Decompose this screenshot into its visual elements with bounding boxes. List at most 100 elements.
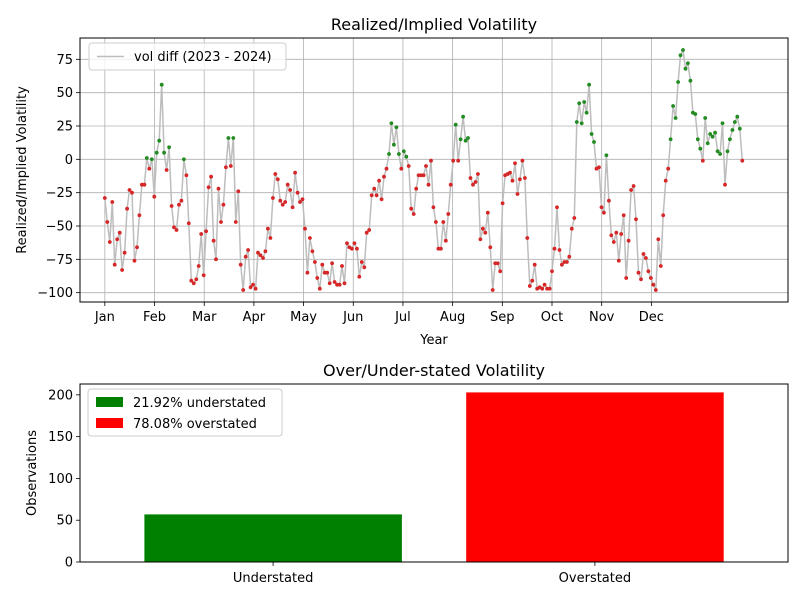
vol-diff-point (668, 137, 673, 142)
vol-diff-point (513, 161, 517, 166)
vol-diff-point (261, 256, 265, 260)
vol-diff-point (604, 153, 609, 158)
vol-diff-point (364, 230, 369, 235)
vol-diff-point (206, 185, 211, 190)
vol-diff-point (112, 262, 117, 267)
vol-diff-point (313, 260, 317, 264)
vol-diff-point (663, 178, 668, 183)
line-chart-x-tick-label: Sep (490, 310, 515, 325)
vol-diff-point (567, 254, 572, 259)
vol-diff-point (263, 249, 268, 254)
line-chart-axes-frame (79, 37, 789, 303)
bar-chart-x-tick-label: Understated (233, 571, 314, 586)
vol-diff-point (342, 281, 347, 286)
vol-diff-point (587, 82, 591, 87)
line-chart-series (102, 47, 745, 292)
vol-diff-point (241, 288, 246, 292)
vol-diff-point (246, 248, 251, 252)
vol-diff-point (542, 282, 547, 287)
line-chart-x-tick-label: Aug (440, 310, 465, 325)
vol-diff-point (456, 158, 461, 163)
vol-diff-point (214, 257, 218, 262)
vol-diff-point (389, 121, 394, 126)
vol-diff-point (520, 158, 525, 163)
vol-diff-point (589, 132, 594, 136)
vol-diff-point (127, 188, 132, 192)
vol-diff-point (597, 165, 601, 170)
vol-diff-point (483, 230, 488, 235)
vol-diff-point (399, 166, 404, 171)
vol-diff-point (233, 220, 238, 224)
vol-diff-point (466, 136, 470, 140)
line-chart-legend-label: vol diff (2023 - 2024) (134, 50, 272, 65)
vol-diff-point (555, 205, 559, 210)
vol-diff-point (582, 100, 587, 104)
vol-diff-point (421, 173, 426, 178)
vol-diff-point (708, 132, 713, 136)
vol-diff-point (431, 205, 436, 210)
vol-diff-point (236, 189, 241, 194)
vol-diff-point (253, 286, 258, 291)
vol-diff-point (569, 226, 574, 231)
vol-diff-point (443, 238, 448, 243)
vol-diff-point (552, 246, 557, 251)
vol-diff-point (473, 180, 478, 184)
vol-diff-point (397, 152, 401, 156)
vol-diff-point (308, 236, 312, 240)
vol-diff-point (325, 270, 330, 275)
vol-diff-point (485, 210, 490, 215)
vol-diff-point (626, 238, 631, 243)
vol-diff-point (688, 78, 693, 83)
bar-chart-y-tick-label: 0 (65, 556, 73, 571)
line-chart-y-tick-label: 0 (65, 153, 73, 168)
vol-diff-point (698, 146, 703, 151)
vol-diff-point (362, 265, 367, 270)
vol-diff-point (102, 196, 107, 200)
vol-diff-point (401, 149, 406, 154)
line-chart-x-tick-label: Jan (94, 310, 115, 325)
vol-diff-point (350, 246, 354, 251)
vol-diff-point (147, 166, 152, 171)
vol-diff-point (394, 125, 399, 130)
vol-diff-point (703, 116, 708, 120)
vol-diff-point (572, 216, 577, 220)
line-chart-x-ticks: Jan Feb Mar Apr May Jun Jul Aug Sep Oct Nov Dec (94, 302, 664, 325)
vol-diff-point (540, 286, 545, 291)
vol-diff-point (379, 197, 384, 202)
vol-diff-point (256, 250, 260, 255)
vol-diff-point (723, 182, 727, 187)
vol-diff-point (238, 262, 243, 267)
vol-diff-point (611, 240, 616, 244)
vol-diff-point (592, 140, 596, 144)
vol-diff-point (224, 165, 228, 170)
line-chart-legend-box (88, 42, 287, 71)
vol-diff-point (231, 136, 236, 140)
vol-diff-point (172, 225, 176, 230)
vol-diff-point (424, 164, 428, 168)
vol-diff-point (404, 154, 409, 159)
vol-diff-point (500, 201, 505, 206)
vol-diff-point (584, 110, 589, 115)
vol-diff-point (453, 122, 458, 127)
vol-diff-point (725, 149, 730, 154)
vol-diff-point (631, 184, 636, 188)
vol-diff-point (367, 228, 372, 232)
vol-diff-point (337, 282, 342, 287)
line-chart-title: Realized/Implied Volatility (331, 15, 537, 34)
vol-diff-point (157, 138, 162, 143)
vol-diff-point (510, 178, 515, 183)
vol-diff-point (439, 246, 443, 251)
bar-chart-y-tick-label: 200 (48, 388, 73, 403)
vol-diff-point (426, 182, 431, 187)
vol-diff-point (196, 264, 201, 268)
vol-diff-point (730, 128, 735, 132)
vol-diff-point (565, 260, 569, 264)
vol-diff-point (219, 220, 223, 224)
vol-diff-point (278, 198, 283, 203)
vol-diff-point (169, 204, 174, 208)
vol-diff-point (577, 101, 582, 106)
vol-diff-point (646, 269, 651, 274)
vol-diff-point (599, 205, 604, 210)
vol-diff-point (639, 277, 643, 282)
vol-diff-point (693, 112, 698, 116)
